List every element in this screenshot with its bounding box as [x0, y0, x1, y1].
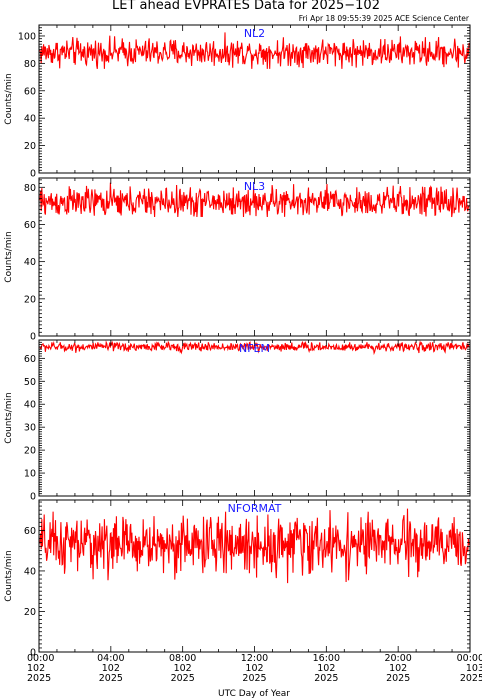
- y-axis-label: Counts/min: [4, 73, 14, 124]
- y-tick-label: 20: [24, 294, 36, 305]
- x-tick-label: 2025: [460, 673, 482, 684]
- x-tick-label: 102: [174, 663, 192, 674]
- y-axis-label: Counts/min: [4, 550, 14, 601]
- x-tick-label: 103: [466, 663, 482, 674]
- y-tick-label: 40: [24, 566, 36, 577]
- x-tick-label: 2025: [27, 673, 51, 684]
- y-tick-label: 30: [24, 423, 36, 434]
- series-line-nl3: [39, 182, 470, 218]
- y-tick-label: 80: [24, 183, 36, 194]
- panel-nl2: 0 20 40 60 80 100 Counts/min NL2: [4, 24, 471, 180]
- y-tick-label: 20: [24, 446, 36, 457]
- panel-label: NL3: [244, 180, 265, 193]
- y-tick-label: 0: [30, 169, 36, 180]
- y-tick-label: 60: [24, 354, 36, 365]
- panel-nl3: 0 20 40 60 80 Counts/min NL3: [4, 177, 471, 343]
- y-tick-label: 20: [24, 607, 36, 618]
- y-tick-label: 80: [24, 59, 36, 70]
- y-tick-label: 50: [24, 377, 36, 388]
- x-tick-label: 2025: [314, 673, 338, 684]
- x-tick-label: 00:00: [27, 653, 54, 664]
- x-axis: 00:00102202504:00102202508:00102202512:0…: [27, 653, 482, 684]
- x-tick-label: 04:00: [97, 653, 124, 664]
- y-axis-label: Counts/min: [4, 231, 14, 282]
- x-tick-label: 102: [27, 663, 45, 674]
- x-tick-label: 08:00: [169, 653, 196, 664]
- y-tick-label: 60: [24, 526, 36, 537]
- figure-title: LET ahead EVPRATES Data for 2025−102: [112, 0, 380, 13]
- panel-frame: [38, 339, 471, 497]
- x-tick-label: 00:00: [457, 653, 482, 664]
- timestamp-label: Fri Apr 18 09:55:39 2025 ACE Science Cen…: [299, 14, 470, 23]
- y-tick-label: 40: [24, 400, 36, 411]
- x-tick-label: 2025: [171, 673, 195, 684]
- x-tick-label: 12:00: [241, 653, 268, 664]
- x-tick-label: 20:00: [384, 653, 411, 664]
- y-tick-label: 40: [24, 114, 36, 125]
- y-tick-label: 60: [24, 86, 36, 97]
- x-axis-label: UTC Day of Year: [218, 689, 290, 699]
- y-tick-label: 100: [18, 31, 36, 42]
- x-tick-label: 2025: [242, 673, 266, 684]
- y-tick-label: 0: [30, 648, 36, 659]
- y-tick-label: 20: [24, 141, 36, 152]
- y-tick-label: 0: [30, 332, 36, 343]
- panel-label: NFORMAT: [228, 502, 282, 515]
- panel-frame: [38, 499, 471, 653]
- x-tick-label: 2025: [386, 673, 410, 684]
- panel-nformat: 0 20 40 60 Counts/min NFORMAT: [4, 499, 471, 659]
- series-line-nfem: [39, 340, 470, 356]
- panel-label: NFEM: [239, 342, 270, 355]
- x-tick-label: 2025: [99, 673, 123, 684]
- x-tick-label: 102: [389, 663, 407, 674]
- series-line-nl2: [39, 32, 470, 69]
- panel-nfem: 0 10 20 30 40 50 60 Counts/min NFEM: [4, 339, 471, 503]
- y-tick-label: 10: [24, 469, 36, 480]
- x-tick-label: 102: [102, 663, 120, 674]
- x-tick-label: 102: [317, 663, 335, 674]
- panels-group: 020406080100Counts/minNL2020406080Counts…: [4, 24, 471, 659]
- y-axis-label: Counts/min: [4, 392, 14, 443]
- x-tick-label: 102: [245, 663, 263, 674]
- series-line-nformat: [39, 508, 470, 584]
- panel-label: NL2: [244, 27, 265, 40]
- y-tick-label: 60: [24, 220, 36, 231]
- y-tick-label: 40: [24, 257, 36, 268]
- y-tick-label: 0: [30, 492, 36, 503]
- x-tick-label: 16:00: [313, 653, 340, 664]
